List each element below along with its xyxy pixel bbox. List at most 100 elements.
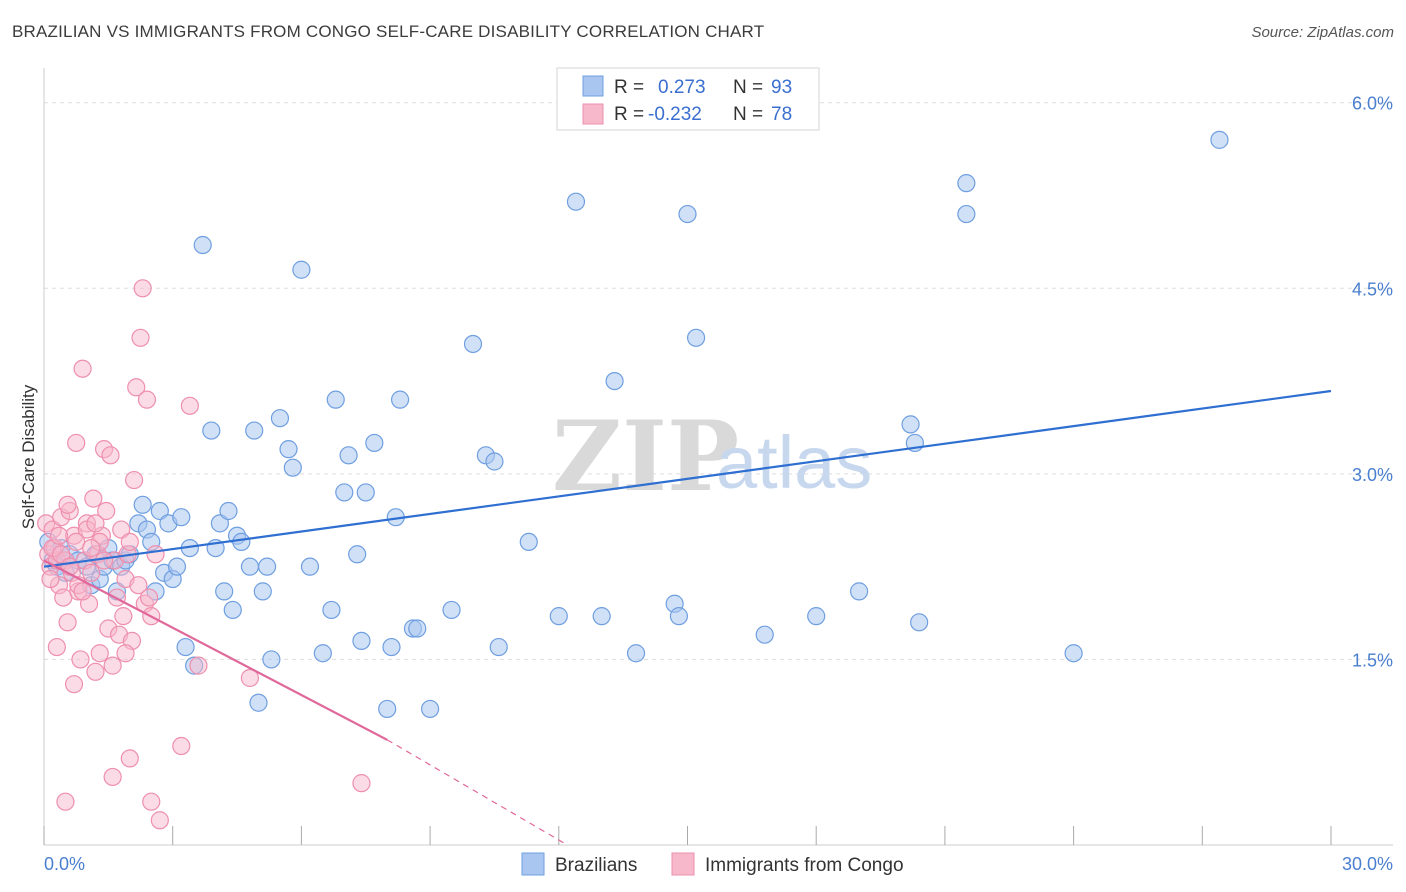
data-point-congo [189, 656, 208, 675]
data-point-congo [84, 489, 103, 508]
data-point-brazilians [257, 557, 277, 576]
data-point-brazilians [807, 607, 826, 626]
bottom-legend-label: Brazilians [555, 855, 637, 876]
trend-line-brazilians [43, 389, 1332, 568]
data-point-brazilians [1064, 644, 1083, 663]
data-point-brazilians [176, 637, 195, 657]
data-point-congo [90, 644, 109, 663]
data-point-brazilians [322, 600, 341, 620]
legend-n-label: N = [733, 77, 763, 98]
watermark-atlas: atlas [716, 421, 872, 504]
data-point-brazilians [339, 446, 358, 465]
data-point-brazilians [300, 557, 320, 576]
legend-r-label: R = [614, 77, 644, 98]
data-point-brazilians [592, 607, 611, 626]
x-tick-label: 30.0% [1342, 854, 1393, 874]
data-point-brazilians [240, 557, 260, 576]
data-point-congo [101, 446, 120, 465]
data-point-brazilians [408, 619, 427, 638]
series-congo [37, 279, 371, 830]
data-point-brazilians [335, 483, 354, 502]
data-point-congo [103, 656, 122, 675]
chart-title: BRAZILIAN VS IMMIGRANTS FROM CONGO SELF-… [12, 22, 765, 41]
data-point-brazilians [215, 582, 234, 601]
y-tick-label: 6.0% [1352, 94, 1393, 114]
data-point-brazilians [463, 334, 483, 354]
data-point-congo [131, 328, 150, 347]
legend-swatch-blue [582, 75, 604, 97]
data-point-brazilians [172, 508, 191, 527]
data-point-brazilians [245, 421, 264, 440]
data-point-congo [94, 551, 114, 570]
bottom-legend-swatch-blue [521, 852, 545, 876]
data-point-congo [240, 668, 260, 688]
legend-r-label: R = [614, 104, 644, 125]
data-point-brazilians [485, 452, 504, 471]
data-point-brazilians [566, 192, 586, 211]
data-point-congo [58, 495, 77, 514]
bottom-legend-swatch-pink [671, 852, 695, 876]
legend-n-label: N = [733, 104, 763, 125]
data-point-brazilians [849, 582, 869, 601]
data-point-brazilians [957, 204, 976, 224]
data-point-brazilians [249, 693, 268, 712]
data-point-brazilians [442, 600, 461, 620]
data-point-congo [120, 532, 139, 552]
data-point-brazilians [262, 650, 281, 669]
data-point-congo [41, 569, 60, 589]
trend-line-congo [43, 559, 388, 741]
watermark: ZIP atlas [552, 400, 872, 513]
data-point-brazilians [901, 415, 920, 434]
data-point-brazilians [519, 532, 538, 552]
data-point-brazilians [421, 699, 440, 719]
data-point-brazilians [669, 607, 689, 626]
x-tick-label: 0.0% [44, 854, 85, 874]
data-point-brazilians [365, 433, 384, 453]
data-point-brazilians [292, 260, 311, 279]
data-point-brazilians [150, 501, 169, 521]
bottom-legend-label: Immigrants from Congo [705, 855, 904, 876]
data-point-brazilians [390, 390, 410, 409]
data-point-congo [142, 792, 161, 811]
legend-n-value: 93 [771, 77, 792, 98]
data-point-congo [86, 662, 105, 681]
data-point-congo [82, 538, 101, 558]
data-point-brazilians [326, 390, 345, 409]
data-point-brazilians [910, 613, 929, 632]
axes [43, 68, 1393, 846]
data-point-brazilians [313, 644, 332, 663]
data-point-congo [71, 650, 90, 669]
data-point-congo [67, 433, 86, 453]
data-point-congo [172, 736, 191, 756]
data-point-brazilians [378, 699, 397, 719]
data-point-congo [49, 526, 69, 545]
data-point-brazilians [270, 409, 290, 428]
trend-line-congo-extension [386, 739, 568, 846]
legend-swatch-pink [582, 103, 604, 125]
legend-box: R = 0.273 N = 93 R = -0.232 N = 78 [556, 67, 820, 131]
data-point-congo [58, 613, 77, 632]
data-point-congo [352, 774, 371, 793]
data-point-brazilians [253, 582, 272, 601]
data-point-brazilians [219, 501, 238, 521]
data-point-congo [52, 545, 71, 564]
watermark-zip: ZIP [552, 400, 739, 513]
data-point-congo [146, 545, 165, 564]
data-point-congo [73, 582, 92, 601]
y-tick-label: 4.5% [1352, 279, 1393, 299]
data-point-congo [150, 811, 169, 830]
source-label: Source: ZipAtlas.com [1251, 24, 1394, 41]
grid-lines [44, 102, 1393, 660]
data-point-congo [129, 576, 148, 595]
data-point-brazilians [356, 483, 375, 502]
data-point-brazilians [193, 235, 212, 255]
legend-n-value: 78 [771, 104, 792, 125]
data-point-brazilians [605, 371, 624, 391]
data-point-congo [73, 359, 92, 378]
data-point-brazilians [382, 637, 401, 657]
legend-r-value: 0.273 [658, 77, 706, 98]
data-point-congo [97, 501, 116, 521]
data-point-congo [133, 279, 152, 298]
legend-r-value: -0.232 [648, 104, 702, 125]
